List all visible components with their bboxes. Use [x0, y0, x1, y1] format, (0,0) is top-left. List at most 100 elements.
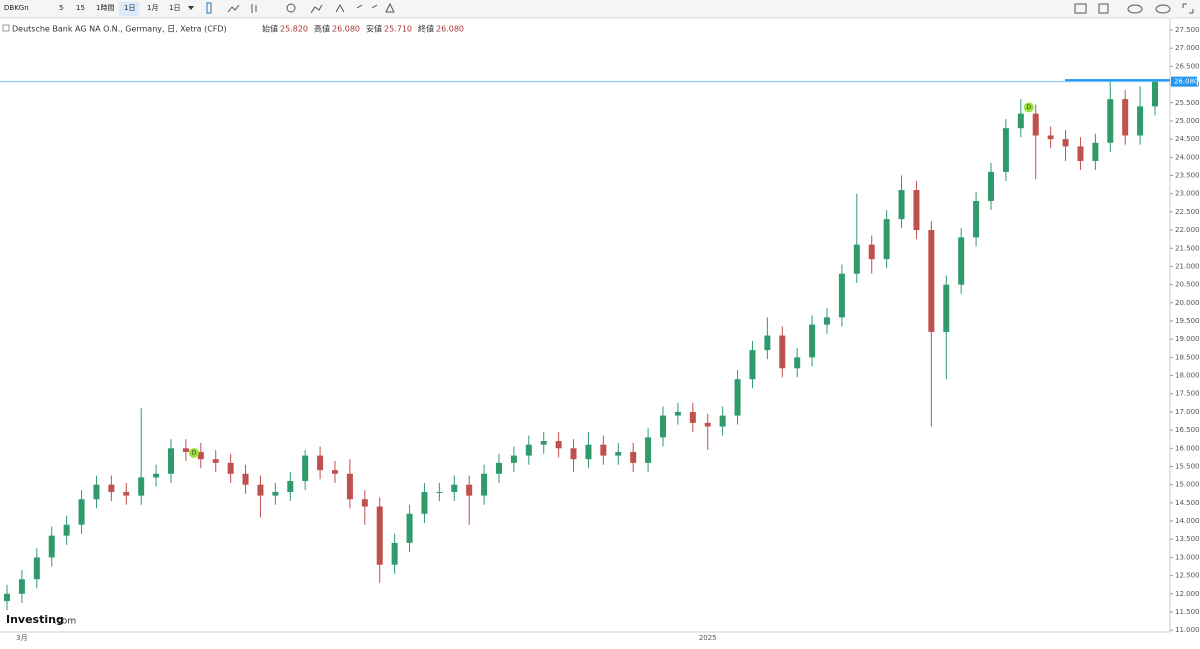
candle-body: [391, 542, 398, 565]
y-tick-label: 20.500: [1175, 281, 1200, 289]
candle-body: [973, 200, 980, 238]
last-price-tag: [1171, 76, 1197, 87]
candle-body: [988, 171, 994, 201]
y-tick-label: 15.500: [1175, 462, 1200, 470]
logo: Investing: [6, 613, 64, 626]
candle-body: [555, 441, 562, 449]
candle-body: [48, 535, 55, 558]
y-tick-label: 25.000: [1175, 117, 1200, 125]
candle-body: [838, 273, 845, 318]
candle-body: [33, 557, 40, 580]
y-tick-label: 26.500: [1175, 62, 1200, 70]
y-tick-label: 24.500: [1175, 135, 1200, 143]
candle-body: [525, 444, 532, 456]
candle-body: [287, 481, 294, 492]
candle-body: [93, 484, 100, 500]
dividend-marker: [1023, 102, 1034, 113]
candle-body: [481, 473, 488, 496]
y-tick-label: 14.500: [1175, 499, 1200, 507]
candle-body: [585, 444, 592, 460]
candle-body: [4, 593, 10, 602]
candle-body: [853, 244, 860, 274]
ohlc-value: 25.820: [280, 25, 308, 34]
candle-body: [168, 448, 174, 474]
candle-body: [943, 284, 950, 332]
interval[interactable]: 1月: [147, 4, 158, 12]
y-tick-label: 25.500: [1175, 99, 1200, 107]
candle-body: [868, 244, 875, 260]
candle-body: [18, 579, 25, 594]
candle-body: [227, 462, 234, 474]
candle-body: [600, 444, 607, 456]
toolbar: [0, 0, 1200, 18]
candle-body: [674, 411, 681, 416]
y-tick-label: 14.000: [1175, 517, 1200, 525]
candle-body: [689, 411, 696, 423]
candle-body: [257, 484, 264, 496]
candle-body: [615, 451, 622, 456]
candle-body: [1077, 146, 1084, 161]
candle-body: [406, 513, 413, 543]
y-tick-label: 21.500: [1175, 244, 1200, 252]
candle-body: [1017, 113, 1024, 129]
ohlc-value: 26.080: [436, 25, 464, 34]
range[interactable]: 1日: [169, 4, 180, 12]
candle-body: [645, 437, 652, 463]
y-tick-label: 17.000: [1175, 408, 1200, 416]
candle-body: [660, 415, 666, 438]
candle-body: [928, 230, 935, 332]
candle-body: [332, 470, 338, 474]
candle-body: [1107, 99, 1114, 143]
candle-body: [138, 477, 145, 496]
candle-body: [376, 506, 383, 565]
candle-body: [197, 451, 204, 460]
candle-body: [212, 459, 219, 463]
candle-body: [123, 491, 130, 496]
y-tick-label: 17.500: [1175, 390, 1200, 398]
candle-body: [242, 473, 249, 485]
candle-body: [1152, 81, 1158, 107]
y-tick-label: 11.500: [1175, 608, 1200, 616]
y-tick-label: 16.000: [1175, 444, 1200, 452]
y-tick-label: 13.000: [1175, 553, 1200, 561]
candle-body: [898, 190, 905, 220]
active-interval: [119, 2, 139, 16]
last-price-label: 26.080: [1174, 78, 1199, 86]
y-tick-label: 23.500: [1175, 172, 1200, 180]
y-tick-label: 12.000: [1175, 590, 1200, 598]
candle-body: [1092, 142, 1099, 161]
x-tick-label: 2025: [699, 634, 717, 642]
interval[interactable]: 15: [76, 4, 85, 12]
y-tick-label: 22.500: [1175, 208, 1200, 216]
y-tick-label: 13.500: [1175, 535, 1200, 543]
interval[interactable]: 1時間: [96, 4, 114, 12]
symbol[interactable]: DBKGn: [4, 4, 29, 12]
candle-body: [1047, 135, 1054, 140]
candle-body: [570, 448, 577, 460]
candle-body: [958, 237, 965, 285]
dropdown-icon[interactable]: [188, 6, 194, 10]
y-tick-label: 27.000: [1175, 44, 1200, 52]
ohlc-name: 終値: [418, 24, 434, 34]
candle-body: [704, 422, 711, 427]
candle-body: [1122, 99, 1129, 136]
candle-body: [1032, 113, 1039, 136]
candle-body: [302, 455, 309, 482]
collapse-icon[interactable]: [2, 24, 10, 32]
y-tick-label: 12.500: [1175, 572, 1200, 580]
interval[interactable]: 5: [59, 4, 63, 12]
toolbar-icons[interactable]: [206, 2, 1194, 14]
candle-body: [824, 317, 830, 325]
candle-body: [108, 484, 115, 492]
candle-body: [913, 190, 920, 231]
interval[interactable]: 1日: [124, 4, 135, 12]
dividend-label: D: [192, 449, 197, 456]
candle-body: [182, 448, 189, 452]
y-tick-label: 22.000: [1175, 226, 1200, 234]
y-tick-label: 20.000: [1175, 299, 1200, 307]
dividend-marker: [188, 447, 199, 458]
candle-body: [361, 499, 368, 507]
dividend-label: D: [1027, 104, 1032, 111]
